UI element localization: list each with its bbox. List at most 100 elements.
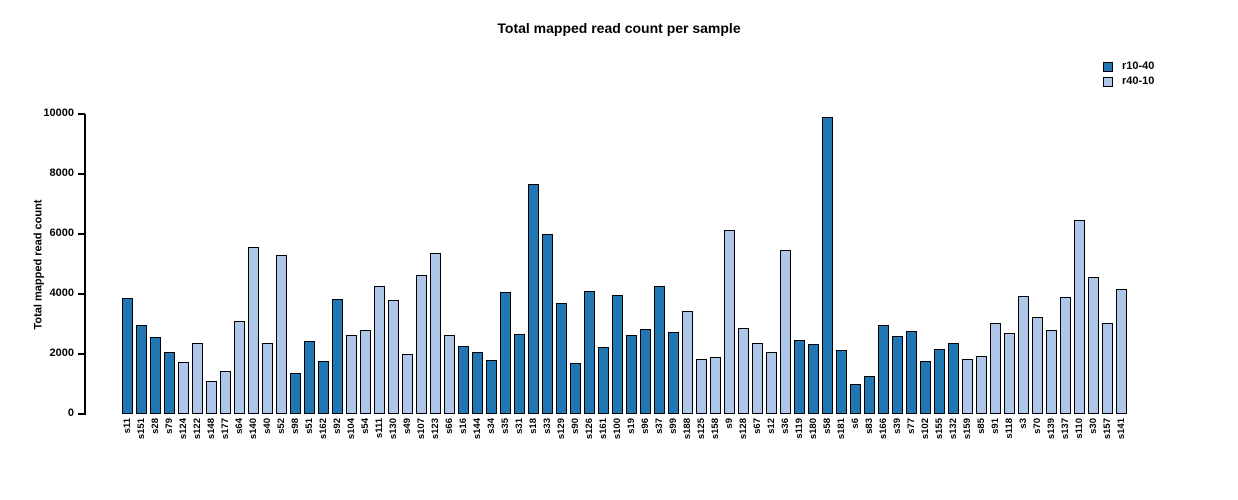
x-axis-label-s107: s107 bbox=[415, 418, 427, 440]
y-tick-label: 4000 bbox=[49, 287, 74, 299]
x-axis-label-s166: s166 bbox=[877, 418, 889, 440]
bar-s85 bbox=[976, 356, 987, 414]
bar-s125 bbox=[696, 359, 707, 414]
legend-item-r10-40: r10-40 bbox=[1103, 61, 1154, 72]
x-axis-label-s144: s144 bbox=[471, 418, 483, 440]
bar-s162 bbox=[318, 361, 329, 414]
x-axis-label-s111: s111 bbox=[373, 418, 385, 439]
x-axis-label-s31: s31 bbox=[513, 418, 525, 434]
bar-s83 bbox=[864, 376, 875, 414]
x-axis-label-s129: s129 bbox=[555, 418, 567, 440]
bar-s52 bbox=[276, 255, 287, 414]
x-axis-label-s140: s140 bbox=[247, 418, 259, 440]
y-tick-label: 8000 bbox=[49, 167, 74, 179]
x-axis-label-s155: s155 bbox=[933, 418, 945, 440]
bar-s18 bbox=[528, 184, 539, 414]
bar-s130 bbox=[388, 300, 399, 414]
y-tick-label: 0 bbox=[67, 407, 74, 419]
x-axis-label-s130: s130 bbox=[387, 418, 399, 440]
bar-s181 bbox=[836, 350, 847, 414]
x-axis-label-s70: s70 bbox=[1031, 418, 1043, 434]
x-axis-label-s36: s36 bbox=[779, 418, 791, 434]
x-axis-label-s104: s104 bbox=[345, 418, 357, 440]
x-axis-label-s40: s40 bbox=[261, 418, 273, 434]
bar-s128 bbox=[738, 328, 749, 414]
bar-s36 bbox=[780, 250, 791, 414]
x-axis-label-s128: s128 bbox=[737, 418, 749, 440]
bar-s34 bbox=[486, 360, 497, 414]
bar-s37 bbox=[654, 286, 665, 414]
y-tick-mark bbox=[78, 233, 85, 235]
bar-s96 bbox=[640, 329, 651, 414]
x-axis-label-s122: s122 bbox=[191, 418, 203, 440]
bar-s107 bbox=[416, 275, 427, 414]
x-axis-label-s148: s148 bbox=[205, 418, 217, 440]
bar-s39 bbox=[892, 336, 903, 414]
bar-s33 bbox=[542, 234, 553, 414]
bar-s92 bbox=[332, 299, 343, 414]
x-axis-label-s141: s141 bbox=[1115, 418, 1127, 440]
x-axis-label-s28: s28 bbox=[149, 418, 161, 434]
x-axis-label-s49: s49 bbox=[401, 418, 413, 434]
bar-s40 bbox=[262, 343, 273, 414]
x-axis-label-s52: s52 bbox=[275, 418, 287, 434]
x-axis-label-s92: s92 bbox=[331, 418, 343, 434]
x-axis-label-s16: s16 bbox=[457, 418, 469, 434]
y-tick-label: 10000 bbox=[43, 107, 74, 119]
bar-s180 bbox=[808, 344, 819, 414]
x-axis-label-s19: s19 bbox=[625, 418, 637, 434]
x-axis-label-s3: s3 bbox=[1017, 418, 1029, 429]
bar-s67 bbox=[752, 343, 763, 414]
bar-s144 bbox=[472, 352, 483, 414]
bar-s49 bbox=[402, 354, 413, 414]
bar-s28 bbox=[150, 337, 161, 414]
legend-label-r40-10: r40-10 bbox=[1122, 75, 1155, 87]
bar-s122 bbox=[192, 343, 203, 414]
bar-s155 bbox=[934, 349, 945, 414]
bar-s111 bbox=[374, 286, 385, 414]
bar-s51 bbox=[304, 341, 315, 414]
legend-swatch-r10-40-icon bbox=[1103, 61, 1113, 72]
bar-s132 bbox=[948, 343, 959, 414]
bar-s58 bbox=[822, 117, 833, 414]
x-axis-label-s98: s98 bbox=[289, 418, 301, 434]
bar-s99 bbox=[668, 332, 679, 414]
bar-s166 bbox=[878, 325, 889, 414]
x-axis-label-s58: s58 bbox=[821, 418, 833, 434]
x-axis-label-s123: s123 bbox=[429, 418, 441, 440]
x-axis-label-s34: s34 bbox=[485, 418, 497, 434]
x-axis-label-s158: s158 bbox=[709, 418, 721, 440]
x-axis-label-s181: s181 bbox=[835, 418, 847, 440]
x-axis-label-s35: s35 bbox=[499, 418, 511, 434]
x-axis-label-s96: s96 bbox=[639, 418, 651, 434]
bar-s148 bbox=[206, 381, 217, 414]
x-axis-label-s124: s124 bbox=[177, 418, 189, 440]
x-axis-label-s139: s139 bbox=[1045, 418, 1057, 440]
x-axis-label-s159: s159 bbox=[961, 418, 973, 440]
bar-s64 bbox=[234, 321, 245, 414]
x-axis-label-s33: s33 bbox=[541, 418, 553, 434]
x-axis-label-s79: s79 bbox=[163, 418, 175, 434]
bar-s119 bbox=[794, 340, 805, 414]
x-axis-label-s37: s37 bbox=[653, 418, 665, 434]
x-axis-label-s18: s18 bbox=[527, 418, 539, 434]
x-axis-label-s6: s6 bbox=[849, 418, 861, 429]
bar-s123 bbox=[430, 253, 441, 414]
y-axis-title: Total mapped read count bbox=[32, 199, 45, 330]
bar-s54 bbox=[360, 330, 371, 414]
legend-label-r10-40: r10-40 bbox=[1122, 60, 1155, 72]
x-axis-label-s39: s39 bbox=[891, 418, 903, 434]
x-axis-label-s157: s157 bbox=[1101, 418, 1113, 440]
bar-s16 bbox=[458, 346, 469, 414]
x-axis-label-s51: s51 bbox=[303, 418, 315, 434]
bar-s188 bbox=[682, 311, 693, 414]
legend: r10-40 r40-10 bbox=[1103, 61, 1154, 87]
bar-s100 bbox=[612, 295, 623, 414]
x-axis-label-s54: s54 bbox=[359, 418, 371, 434]
bar-s141 bbox=[1116, 289, 1127, 414]
bar-s177 bbox=[220, 371, 231, 414]
bar-s158 bbox=[710, 357, 721, 414]
chart-title: Total mapped read count per sample bbox=[497, 20, 741, 36]
legend-item-r40-10: r40-10 bbox=[1103, 76, 1154, 87]
y-tick-mark bbox=[78, 113, 85, 115]
